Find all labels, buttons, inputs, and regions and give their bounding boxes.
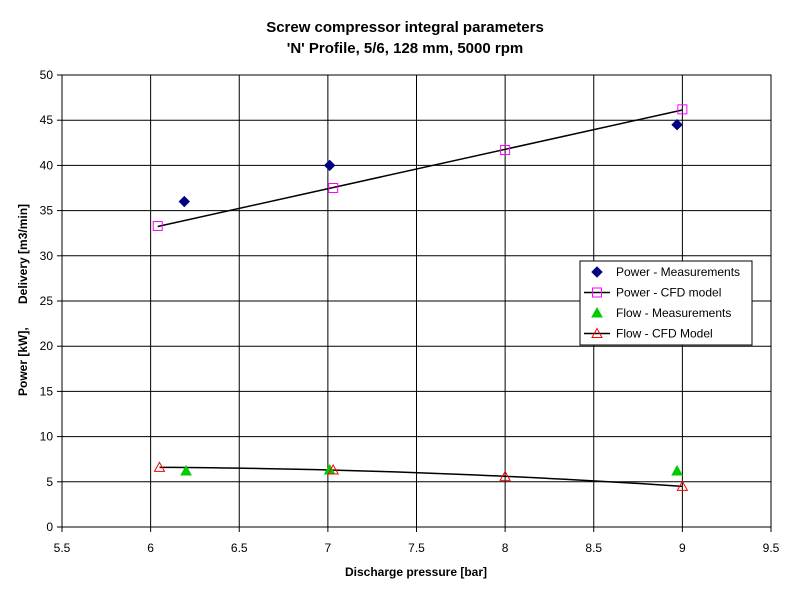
x-tick-label: 9.5 — [763, 541, 780, 555]
x-tick-label: 5.5 — [54, 541, 71, 555]
legend-label: Flow - CFD Model — [616, 327, 713, 341]
trend-line — [157, 109, 683, 228]
y-axis-label: Power [kW], Delivery [m3/min] — [16, 204, 30, 396]
legend: Power - Measurements Power - CFD model Flo… — [579, 260, 753, 346]
data-point — [499, 470, 511, 481]
data-point — [500, 145, 511, 156]
y-tick-label: 25 — [40, 294, 54, 308]
y-tick-label: 10 — [40, 430, 54, 444]
x-tick-label: 6 — [147, 541, 154, 555]
data-point — [323, 159, 336, 172]
data-point — [328, 183, 339, 193]
chart-subtitle: 'N' Profile, 5/6, 128 mm, 5000 rpm — [287, 40, 523, 57]
y-tick-label: 15 — [40, 384, 54, 398]
legend-marker — [591, 327, 603, 338]
y-tick-label: 45 — [40, 113, 54, 127]
data-point — [178, 195, 191, 208]
y-tick-label: 35 — [40, 204, 54, 218]
y-tick-label: 40 — [40, 158, 54, 172]
x-tick-label: 7.5 — [408, 541, 425, 555]
data-point — [676, 480, 689, 491]
axis-ticks: 5.5 6 6.5 7 7.5 8 8.5 9 9.5 0 5 10 15 20 25 30 35 40 45 50 — [40, 68, 780, 555]
y-tick-label: 50 — [40, 68, 54, 82]
data-point — [677, 104, 688, 115]
trend-line — [159, 466, 683, 488]
data-markers — [152, 104, 689, 491]
legend-marker — [592, 287, 602, 298]
x-axis-label: Discharge pressure [bar] — [345, 565, 487, 579]
legend-box — [579, 260, 753, 346]
legend-marker — [591, 306, 603, 318]
y-tick-label: 0 — [46, 520, 53, 534]
y-tick-label: 20 — [40, 339, 54, 353]
y-tick-label: 5 — [46, 475, 53, 489]
data-point — [671, 119, 683, 131]
legend-marker — [591, 266, 603, 278]
legend-label: Flow - Measurements — [616, 306, 731, 320]
data-point — [152, 220, 163, 231]
data-point — [180, 464, 192, 476]
legend-label: Power - Measurements — [616, 265, 740, 279]
data-point — [671, 464, 683, 476]
x-tick-label: 8.5 — [585, 541, 602, 555]
series-lines — [157, 109, 683, 488]
legend-label: Power - CFD model — [616, 286, 721, 300]
y-tick-label: 30 — [40, 249, 54, 263]
x-tick-label: 8 — [502, 541, 509, 555]
data-point — [153, 461, 166, 472]
x-tick-label: 7 — [325, 541, 332, 555]
chart-title: Screw compressor integral parameters — [266, 19, 544, 36]
x-tick-label: 9 — [679, 541, 686, 555]
data-point — [327, 464, 340, 475]
x-tick-label: 6.5 — [231, 541, 248, 555]
